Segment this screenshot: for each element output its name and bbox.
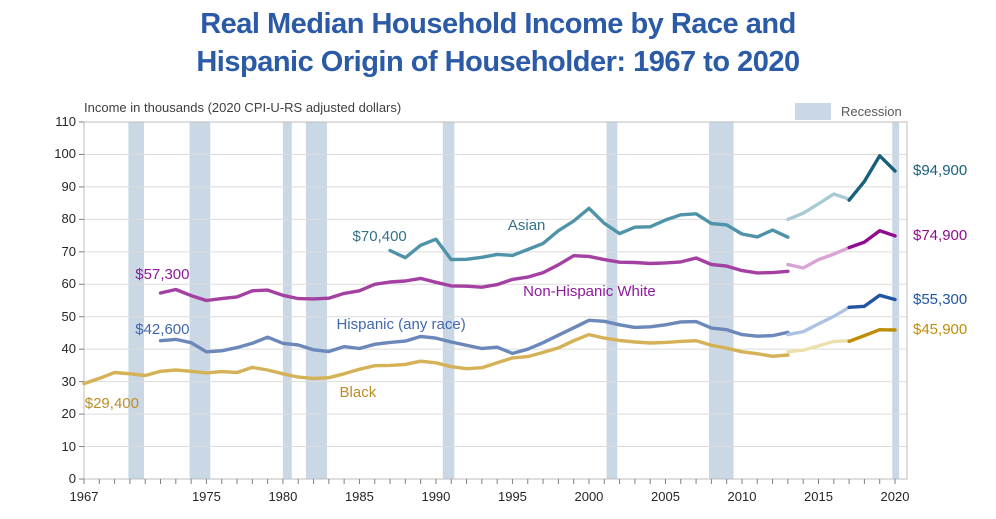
y-axis-tick-label: 80 — [61, 211, 76, 227]
series-end-value-label: $94,900 — [913, 162, 968, 179]
series-annotation: Black — [339, 383, 377, 401]
series-annotation: $57,300 — [135, 265, 190, 283]
x-axis-tick-label: 2010 — [727, 489, 757, 504]
x-axis-tick-label: 1980 — [268, 489, 298, 504]
recession-band — [442, 122, 455, 479]
series-end-value-label: $45,900 — [913, 321, 968, 339]
series-line-black — [82, 332, 790, 386]
recession-band — [189, 122, 211, 479]
series-end-value-label: $55,300 — [913, 290, 968, 308]
y-axis-tick-label: 60 — [61, 276, 76, 292]
y-axis-tick-label: 100 — [54, 146, 76, 162]
series-end-value-label: $74,900 — [913, 226, 968, 244]
x-axis-tick-label: 1985 — [344, 489, 374, 504]
series-annotation: $70,400 — [352, 227, 407, 245]
series-line-hispanic-any-race — [847, 293, 897, 309]
recession-legend-swatch — [795, 103, 831, 120]
recession-band — [128, 122, 144, 479]
series-annotation: $29,400 — [84, 395, 139, 413]
series-annotation: Non-Hispanic White — [523, 283, 656, 301]
x-axis-tick-label: 1975 — [191, 489, 221, 504]
x-axis-tick-label: 2020 — [880, 489, 910, 504]
series-line-black — [847, 328, 897, 344]
x-axis-tick-label: 2005 — [651, 489, 680, 504]
y-axis-tick-label: 40 — [61, 341, 76, 357]
y-axis-tick-label: 90 — [61, 178, 76, 194]
series-annotation: Hispanic (any race) — [336, 315, 466, 333]
recession-legend-label: Recession — [841, 104, 902, 119]
chart-title-line-2: Hispanic Origin of Householder: 1967 to … — [196, 46, 800, 78]
series-line-non-hispanic-white — [847, 228, 897, 250]
series-annotation: Asian — [507, 216, 546, 234]
recession-band — [305, 122, 327, 479]
x-axis-tick-label: 2000 — [574, 489, 604, 504]
axis-units-label: Income in thousands (2020 CPI-U-RS adjus… — [84, 100, 402, 115]
series-line-asian — [847, 154, 897, 202]
plot-border — [83, 121, 908, 480]
x-axis-tick-label: 1990 — [421, 489, 451, 504]
series-line-asian — [388, 206, 790, 262]
y-axis-tick-label: 50 — [61, 308, 76, 324]
series-line-non-hispanic-white — [786, 245, 851, 270]
chart-title-line-1: Real Median Household Income by Race and — [200, 8, 796, 40]
y-axis-tick-label: 0 — [68, 471, 76, 486]
recession-band — [282, 122, 292, 479]
y-axis-tick-label: 20 — [61, 406, 76, 422]
series-line-hispanic-any-race — [786, 305, 851, 337]
x-axis-tick-label: 1995 — [497, 489, 527, 504]
series-line-hispanic-any-race — [158, 318, 790, 356]
y-axis-tick-label: 30 — [61, 373, 76, 389]
x-axis-tick-label: 2015 — [804, 489, 833, 504]
x-axis-tick-label: 1967 — [69, 489, 99, 504]
y-axis-tick-label: 10 — [61, 438, 76, 454]
series-annotation: $42,600 — [135, 320, 190, 338]
series-line-black — [786, 339, 851, 354]
series-line-asian — [786, 192, 851, 222]
y-axis-tick-label: 70 — [61, 243, 76, 259]
y-axis-tick-label: 110 — [55, 114, 76, 129]
recession-band — [606, 122, 618, 479]
recession-band — [709, 122, 734, 479]
series-line-non-hispanic-white — [158, 253, 790, 303]
